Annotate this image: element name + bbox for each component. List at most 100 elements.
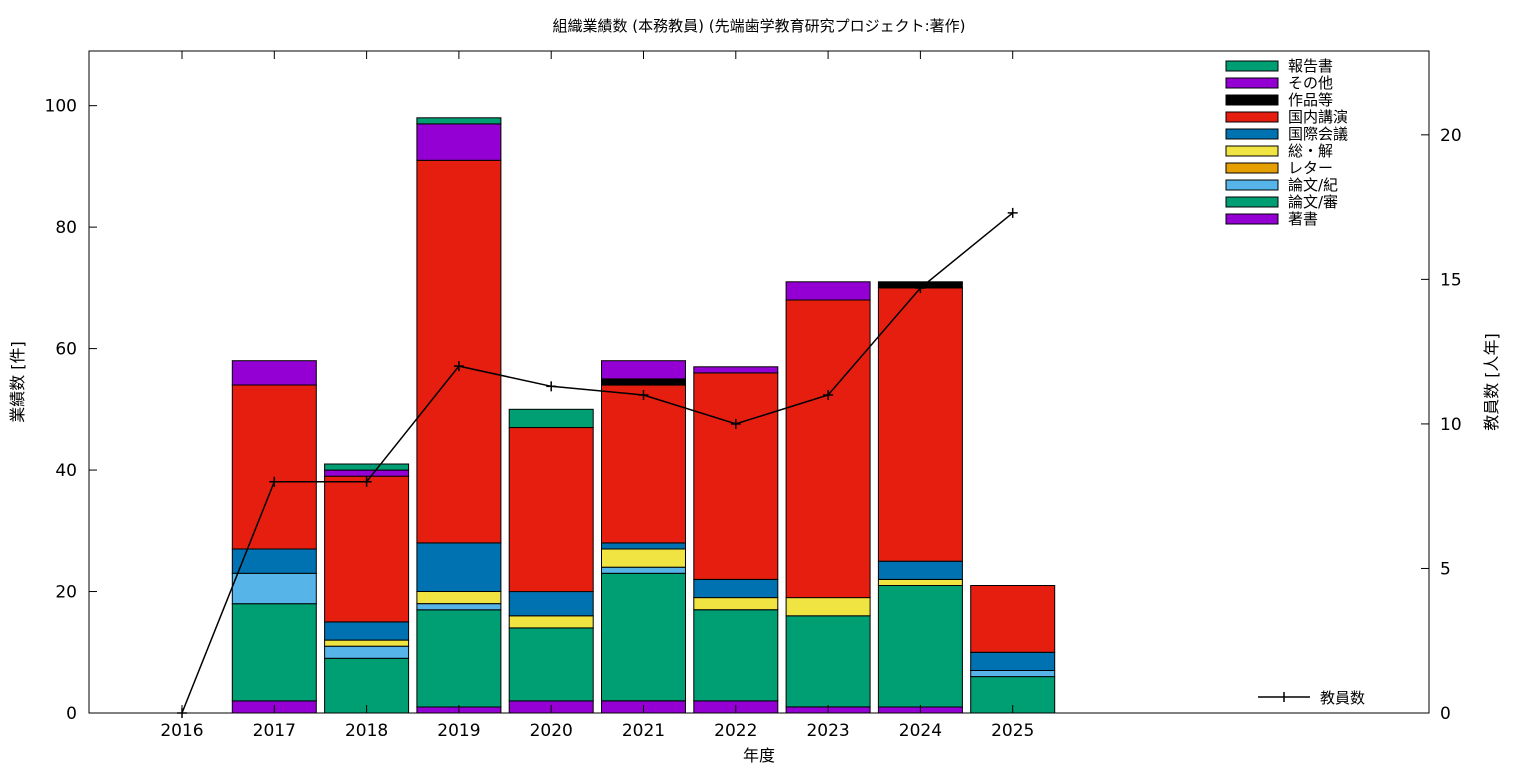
x-tick-label: 2023	[806, 721, 849, 741]
legend-swatch	[1225, 196, 1279, 208]
x-tick-label: 2017	[253, 721, 296, 741]
bar-segment-2022-s5	[693, 578, 779, 599]
legend-label: 報告書	[1288, 57, 1333, 75]
legend-label: レター	[1288, 159, 1333, 177]
bar-segment-2020-s1	[508, 627, 594, 702]
bar-segment-2021-s6	[601, 384, 686, 544]
bar-segment-2017-s2	[231, 572, 317, 605]
bar-segment-2025-s6	[970, 585, 1056, 653]
bar-layer	[231, 117, 1056, 714]
bar-segment-2023-s1	[785, 615, 871, 708]
line-point-2025	[1007, 207, 1018, 218]
bar-segment-2021-s8	[601, 360, 686, 380]
bar-segment-2019-s9	[416, 117, 502, 125]
y2-tick-label: 10	[1440, 415, 1462, 435]
x-tick-label: 2018	[345, 721, 388, 741]
bar-segment-2018-s5	[324, 621, 410, 641]
bar-segment-2018-s8	[324, 469, 410, 477]
legend-label: 国内講演	[1288, 108, 1348, 126]
legend-swatch	[1225, 213, 1279, 225]
axes-layer: 0 20 40 60 80 100 0 5 10 15 20 2016 2017 2018 2019 2020…	[45, 50, 1462, 741]
bar-segment-2021-s7	[601, 378, 686, 386]
legend-swatch	[1225, 111, 1279, 123]
bar-segment-2019-s8	[416, 123, 502, 161]
y2-tick-label: 0	[1440, 704, 1451, 724]
bar-segment-2021-s1	[601, 572, 686, 702]
bar-segment-2023-s6	[785, 299, 871, 599]
legend-swatch	[1225, 179, 1279, 191]
bar-segment-2020-s4	[508, 615, 594, 629]
x-tick-label: 2021	[622, 721, 665, 741]
legend-label: 論文/紀	[1288, 176, 1338, 194]
bar-segment-2018-s9	[324, 463, 410, 471]
bar-segment-2020-s5	[508, 591, 594, 617]
y-tick-label: 0	[66, 704, 77, 724]
legend-swatch	[1225, 77, 1279, 89]
y-tick-label: 100	[45, 97, 77, 117]
legend-label: その他	[1288, 74, 1333, 92]
chart-title: 組織業績数 (本務教員) (先端歯学教育研究プロジェクト:著作)	[552, 17, 965, 35]
x-tick-label: 2024	[899, 721, 942, 741]
plot-frame	[88, 50, 1430, 714]
legend-swatch	[1225, 60, 1279, 72]
bar-segment-2018-s1	[324, 657, 410, 714]
x-axis-title: 年度	[743, 746, 775, 765]
y2-axis-title: 教員数 [人年]	[1482, 333, 1501, 431]
line-point-2022	[730, 418, 741, 429]
line-series-path	[181, 212, 1014, 714]
bar-segment-2020-s6	[508, 427, 594, 593]
bar-segment-2024-s6	[877, 287, 963, 562]
bar-segment-2021-s4	[601, 548, 686, 568]
bar-segment-2022-s1	[693, 609, 779, 702]
bar-segment-2024-s5	[877, 560, 963, 580]
bar-segment-2023-s4	[785, 597, 871, 617]
bar-segment-2017-s5	[231, 548, 317, 574]
bar-segment-2017-s1	[231, 603, 317, 702]
line-point-2020	[546, 381, 557, 392]
bar-segment-2018-s6	[324, 475, 410, 623]
line-point-2019	[453, 361, 464, 372]
x-tick-label: 2019	[437, 721, 480, 741]
y-axis-title: 業績数 [件]	[8, 341, 27, 423]
bar-segment-2020-s9	[508, 408, 594, 428]
line-point-2018	[361, 476, 372, 487]
bar-segment-2023-s8	[785, 281, 871, 301]
bar-segment-2019-s2	[416, 603, 502, 611]
x-tick-label: 2020	[530, 721, 573, 741]
y-tick-label: 20	[55, 583, 77, 603]
y2-tick-label: 15	[1440, 270, 1462, 290]
legend-label: 作品等	[1288, 91, 1333, 109]
y2-tick-label: 5	[1440, 559, 1451, 579]
bar-segment-2021-s5	[601, 542, 686, 550]
legend-swatch	[1225, 94, 1279, 106]
line-legend-label: 教員数	[1320, 689, 1365, 707]
bar-segment-2021-s2	[601, 566, 686, 574]
bar-segment-2017-s6	[231, 384, 317, 550]
line-point-2023	[823, 390, 834, 401]
legend-label: 総・解	[1288, 142, 1333, 160]
bar-segment-2017-s8	[231, 360, 317, 386]
bar-segment-2019-s1	[416, 609, 502, 708]
line-point-2017	[269, 476, 280, 487]
bar-segment-2019-s4	[416, 591, 502, 605]
bar-segment-2025-s5	[970, 651, 1056, 671]
y-tick-label: 80	[55, 218, 77, 238]
x-tick-label: 2025	[991, 721, 1034, 741]
bar-segment-2025-s2	[970, 670, 1056, 678]
line-legend: 教員数	[1258, 689, 1365, 707]
x-tick-label: 2016	[160, 721, 203, 741]
bar-segment-2019-s5	[416, 542, 502, 593]
bar-segment-2022-s8	[693, 366, 779, 374]
legend-swatch	[1225, 162, 1279, 174]
bar-segment-2022-s6	[693, 372, 779, 580]
legend-label: 国際会議	[1288, 125, 1348, 143]
bar-segment-2019-s6	[416, 159, 502, 544]
legend-swatch	[1225, 128, 1279, 140]
bar-segment-2024-s4	[877, 578, 963, 587]
bar-segment-2018-s2	[324, 645, 410, 659]
y-tick-label: 60	[55, 340, 77, 360]
legend-swatch	[1225, 145, 1279, 157]
